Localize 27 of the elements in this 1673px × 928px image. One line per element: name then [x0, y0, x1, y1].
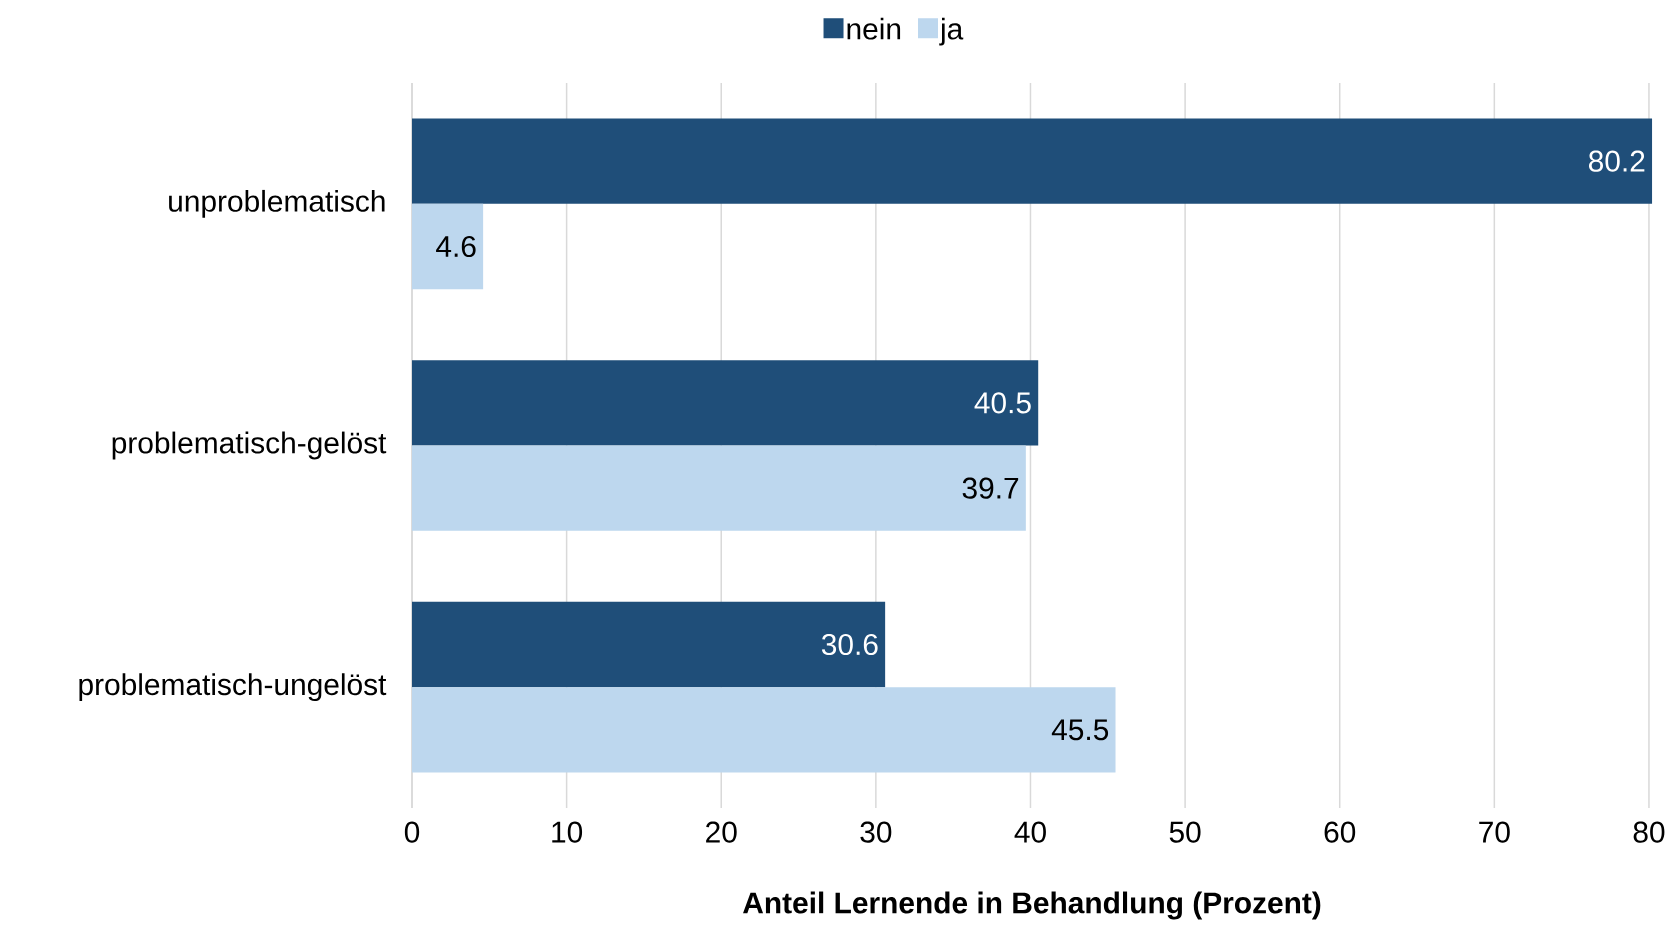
legend-label: nein — [847, 17, 901, 40]
data-label: 30.6 — [821, 633, 878, 656]
bar — [412, 118, 1653, 204]
bar — [412, 601, 886, 688]
bar — [412, 360, 1039, 446]
x-tick-label: 10 — [552, 821, 583, 843]
data-label: 4.6 — [436, 235, 476, 258]
bar — [412, 445, 1026, 531]
y-tick-label: unproblematisch — [169, 189, 385, 218]
x-tick-label: 50 — [1169, 821, 1201, 843]
x-tick-label: 0 — [404, 821, 420, 843]
data-label: 39.7 — [962, 477, 1019, 499]
x-tick-label: 70 — [1479, 821, 1510, 843]
y-tick-label: problematisch-gelöst — [112, 431, 387, 460]
data-label: 45.5 — [1051, 719, 1109, 741]
data-label: 80.2 — [1588, 150, 1645, 172]
x-tick-label: 30 — [860, 821, 892, 843]
y-tick-label: problematisch-ungelöst — [79, 673, 387, 702]
bar — [412, 203, 484, 290]
x-tick-label: 80 — [1633, 821, 1665, 843]
x-tick-label: 40 — [1014, 821, 1046, 843]
x-tick-label: 60 — [1324, 821, 1356, 843]
x-axis-title: Anteil Lernende in Behandlung (Prozent) — [743, 891, 1321, 920]
data-label: 40.5 — [974, 392, 1031, 414]
x-tick-label: 20 — [706, 821, 737, 843]
legend-label: ja — [939, 17, 964, 46]
bar — [412, 687, 1116, 773]
